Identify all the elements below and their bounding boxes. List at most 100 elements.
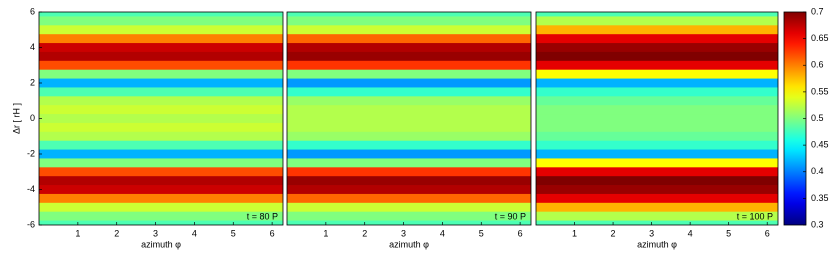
heatmap-band <box>536 131 778 142</box>
heatmap-band <box>536 69 778 80</box>
heatmap-band <box>39 34 283 44</box>
colorbar-tick-label: 0.45 <box>811 140 829 150</box>
heatmap-band <box>536 51 778 62</box>
heatmap-band <box>536 193 778 204</box>
x-tick-label: 3 <box>153 228 158 238</box>
x-tick-label: 5 <box>231 228 236 238</box>
annotation: t = 90 P <box>495 211 526 221</box>
x-axis-label: azimuth φ <box>389 239 429 249</box>
heatmap-band <box>287 193 531 204</box>
colorbar-tick-label: 0.55 <box>811 86 829 96</box>
heatmap-band <box>39 16 283 26</box>
heatmap-band <box>536 220 778 225</box>
heatmap-band <box>536 202 778 213</box>
heatmap-band <box>287 220 531 225</box>
x-tick-label: 5 <box>479 228 484 238</box>
heatmap-band <box>39 149 283 159</box>
heatmap-band <box>39 220 283 225</box>
heatmap-band <box>287 16 531 26</box>
heatmap-band <box>287 87 531 97</box>
heatmap-band <box>287 158 531 168</box>
heatmap-band <box>39 105 283 115</box>
colorbar-tick-label: 0.4 <box>811 166 824 176</box>
colorbar-tick-label: 0.5 <box>811 113 824 123</box>
plot-frame <box>286 11 532 226</box>
heatmap-band <box>287 69 531 80</box>
heatmap-band <box>39 140 283 151</box>
heatmap-band <box>536 211 778 222</box>
x-tick-label: 3 <box>649 228 654 238</box>
heatmap-band <box>39 114 283 124</box>
heatmap-band <box>39 122 283 133</box>
heatmap-band <box>536 105 778 115</box>
heatmap-band <box>287 12 531 17</box>
heatmap-band <box>287 43 531 53</box>
heatmap-field <box>39 12 283 225</box>
x-axis-label: azimuth φ <box>637 239 677 249</box>
heatmap-band <box>287 105 531 115</box>
heatmap-band <box>287 176 531 186</box>
heatmap-field <box>287 12 531 225</box>
heatmap-field <box>536 12 778 225</box>
heatmap-band <box>536 158 778 168</box>
annotation: t = 100 P <box>737 211 773 221</box>
x-axis-label: azimuth φ <box>141 239 181 249</box>
heatmap-band <box>536 34 778 44</box>
x-tick-label: 2 <box>114 228 119 238</box>
heatmap-band <box>536 25 778 35</box>
x-tick-label: 5 <box>726 228 731 238</box>
heatmap-band <box>39 131 283 142</box>
x-tick-label: 1 <box>75 228 80 238</box>
heatmap-band <box>536 114 778 124</box>
y-tick-label: -2 <box>27 148 35 158</box>
heatmap-band <box>287 122 531 133</box>
colorbar <box>784 12 806 225</box>
heatmap-band <box>287 131 531 142</box>
x-tick-label: 6 <box>765 228 770 238</box>
heatmap-band <box>287 78 531 88</box>
x-tick-label: 4 <box>192 228 197 238</box>
x-tick-label: 4 <box>440 228 445 238</box>
heatmap-band <box>536 122 778 133</box>
colorbar-tick-label: 0.6 <box>811 60 824 70</box>
x-tick-label: 1 <box>323 228 328 238</box>
heatmap-band <box>536 140 778 151</box>
heatmap-band <box>39 60 283 71</box>
colorbar-tick-label: 0.7 <box>811 6 824 16</box>
heatmap-band <box>39 193 283 204</box>
x-tick-label: 3 <box>401 228 406 238</box>
heatmap-band <box>287 185 531 195</box>
heatmap-band <box>287 202 531 213</box>
heatmap-band <box>287 25 531 35</box>
heatmap-band <box>39 87 283 97</box>
heatmap-band <box>287 60 531 71</box>
colorbar-tick-label: 0.35 <box>811 193 829 203</box>
heatmap-band <box>39 202 283 213</box>
heatmap-band <box>39 69 283 80</box>
heatmap-band <box>536 43 778 53</box>
heatmap-band <box>39 78 283 88</box>
plot-frame <box>535 11 779 226</box>
y-tick-label: -4 <box>27 184 35 194</box>
heatmap-band <box>536 149 778 159</box>
heatmap-band <box>39 176 283 186</box>
y-tick-label: -6 <box>27 219 35 229</box>
heatmap-band <box>287 211 531 222</box>
heatmap-band <box>536 87 778 97</box>
colorbar-tick-label: 0.65 <box>811 33 829 43</box>
heatmap-band <box>287 96 531 106</box>
x-tick-label: 4 <box>688 228 693 238</box>
heatmap-band <box>536 60 778 71</box>
heatmap-band <box>536 167 778 177</box>
heatmap-band <box>39 96 283 106</box>
heatmap-band <box>287 167 531 177</box>
annotation: t = 80 P <box>247 211 278 221</box>
heatmap-band <box>536 96 778 106</box>
heatmap-band <box>39 51 283 62</box>
x-tick-label: 1 <box>572 228 577 238</box>
heatmap-band <box>39 43 283 53</box>
heatmap-band <box>39 211 283 222</box>
y-tick-label: 2 <box>30 77 35 87</box>
heatmap-band <box>536 78 778 88</box>
heatmap-band <box>39 158 283 168</box>
